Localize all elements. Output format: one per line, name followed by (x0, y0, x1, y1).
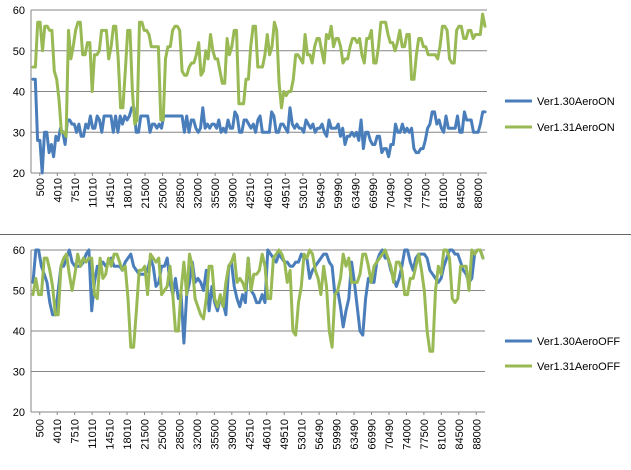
x-tick-label: 500 (35, 419, 47, 437)
y-tick-label: 30 (13, 367, 25, 379)
x-tick-label: 59990 (333, 178, 345, 209)
x-tick-label: 66990 (367, 419, 379, 450)
x-tick-label: 70490 (386, 178, 398, 209)
x-tick-label: 11010 (87, 419, 99, 449)
x-tick-label: 77500 (419, 419, 431, 450)
x-tick-label: 70490 (384, 419, 396, 450)
x-tick-label: 4010 (52, 419, 64, 443)
x-tick-label: 32000 (193, 178, 205, 209)
x-tick-label: 28500 (174, 419, 186, 450)
y-tick-label: 50 (13, 46, 25, 58)
x-tick-label: 56490 (315, 178, 327, 209)
x-tick-label: 81000 (436, 419, 448, 450)
x-tick-label: 500 (35, 178, 47, 196)
x-tick-label: 84500 (456, 178, 468, 209)
x-tick-label: 35500 (210, 178, 222, 209)
x-tick-label: 14510 (105, 178, 117, 209)
y-tick-label: 20 (13, 168, 25, 180)
x-tick-label: 42510 (245, 178, 257, 209)
y-tick-label: 30 (13, 127, 25, 139)
y-tick-label: 20 (13, 407, 25, 419)
x-tick-label: 59990 (332, 419, 344, 450)
x-tick-label: 32000 (192, 419, 204, 450)
chart-aero-on: 20 30 40 50 60 500 4010 7510 11010 14510 18010 2150… (13, 5, 615, 209)
x-tick-label: 63490 (350, 178, 362, 209)
y-tick-label: 60 (13, 5, 25, 17)
x-tick-label: 49510 (279, 419, 291, 450)
x-tick-label: 7510 (70, 419, 82, 443)
x-tick-label: 28500 (175, 178, 187, 209)
series-line-Ver1.30AeroON (31, 77, 487, 175)
y-tick-label: 60 (13, 245, 25, 257)
x-tick-label: 46010 (263, 178, 275, 209)
x-tick-label: 25000 (158, 178, 170, 209)
x-tick-label: 74000 (403, 178, 415, 209)
legend-label: Ver1.31AeroOFF (537, 361, 620, 373)
chart-aero-off: 20 30 40 50 60 500 4010 7510 11010 14510 18010 2150… (13, 245, 621, 450)
x-tick-label: 66990 (368, 178, 380, 209)
x-tick-label: 84500 (454, 419, 466, 450)
x-tick-label: 88000 (471, 419, 483, 450)
x-tick-label: 53010 (297, 419, 309, 450)
x-tick-label: 46010 (262, 419, 274, 450)
x-tick-label: 21500 (140, 419, 152, 450)
x-tick-label: 35500 (209, 419, 221, 450)
x-tick-label: 4010 (52, 178, 64, 202)
x-tick-label: 18010 (122, 178, 134, 209)
series-line-Ver1.31AeroOFF (31, 248, 485, 353)
y-tick-label: 40 (13, 87, 25, 99)
legend-label: Ver1.30AeroOFF (537, 336, 620, 348)
x-tick-label: 14510 (105, 419, 117, 450)
x-tick-label: 81000 (438, 178, 450, 209)
x-tick-label: 21500 (140, 178, 152, 209)
x-tick-label: 39000 (228, 178, 240, 209)
x-tick-label: 25000 (157, 419, 169, 450)
x-tick-label: 88000 (473, 178, 485, 209)
x-tick-label: 39000 (227, 419, 239, 450)
x-tick-label: 53010 (298, 178, 310, 209)
legend-label: Ver1.31AeroON (537, 122, 615, 134)
x-tick-label: 56490 (314, 419, 326, 450)
x-tick-label: 49510 (280, 178, 292, 209)
x-tick-label: 74000 (401, 419, 413, 450)
x-tick-label: 18010 (122, 419, 134, 450)
series-line-Ver1.31AeroON (31, 12, 487, 138)
legend-label: Ver1.30AeroON (537, 96, 615, 108)
x-tick-label: 11010 (87, 178, 99, 208)
x-tick-label: 7510 (70, 178, 82, 202)
x-tick-label: 42510 (244, 419, 256, 450)
x-tick-label: 77500 (421, 178, 433, 209)
x-tick-label: 63490 (349, 419, 361, 450)
y-tick-label: 50 (13, 286, 25, 298)
y-tick-label: 40 (13, 326, 25, 338)
